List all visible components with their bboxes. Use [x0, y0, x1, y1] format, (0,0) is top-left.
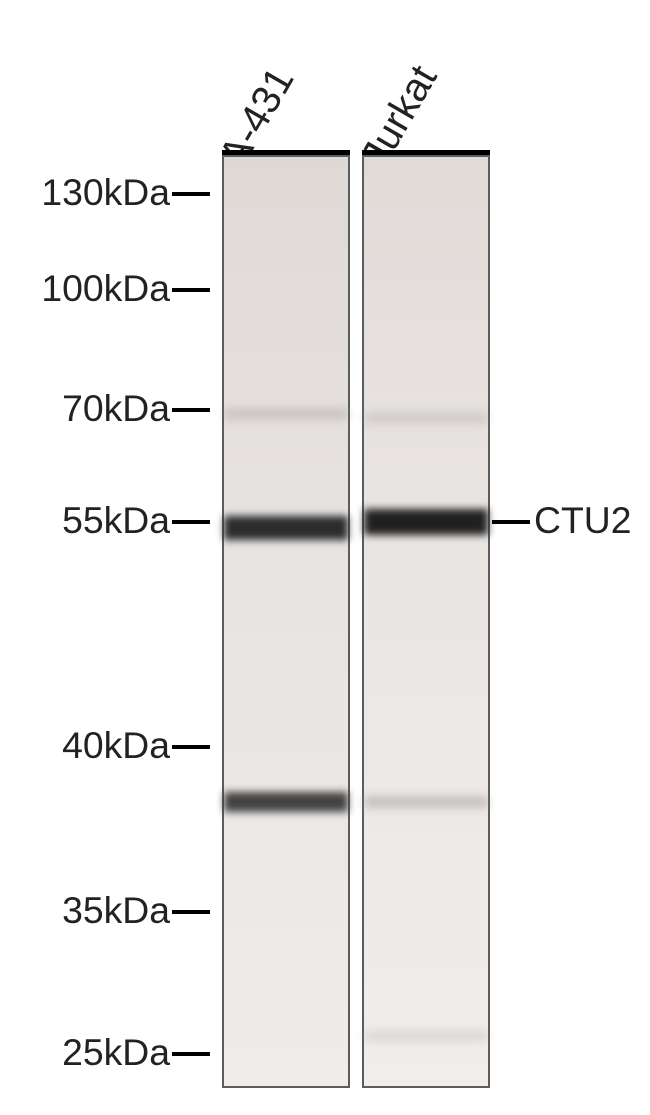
blot-figure: 130kDa100kDa70kDa55kDa40kDa35kDa25kDaA-4… — [0, 0, 650, 1115]
mw-marker-label: 40kDa — [62, 724, 170, 767]
mw-marker-label: 130kDa — [41, 171, 170, 214]
mw-marker-label: 25kDa — [62, 1031, 170, 1074]
blot-lane — [222, 155, 350, 1088]
mw-marker-label: 35kDa — [62, 889, 170, 932]
mw-marker-tick — [172, 910, 210, 914]
mw-marker-label: 55kDa — [62, 499, 170, 542]
blot-band — [364, 1032, 488, 1040]
mw-marker-label: 70kDa — [62, 387, 170, 430]
target-tick — [492, 520, 530, 524]
blot-band — [224, 792, 348, 812]
mw-marker-tick — [172, 745, 210, 749]
blot-lane — [362, 155, 490, 1088]
blot-band — [364, 797, 488, 807]
mw-marker-tick — [172, 288, 210, 292]
blot-band — [364, 509, 488, 535]
mw-marker-label: 100kDa — [41, 267, 170, 310]
mw-marker-tick — [172, 408, 210, 412]
mw-marker-tick — [172, 1052, 210, 1056]
blot-band — [364, 413, 488, 423]
mw-marker-tick — [172, 520, 210, 524]
target-label: CTU2 — [534, 499, 631, 542]
blot-band — [224, 409, 348, 419]
blot-band — [224, 516, 348, 540]
mw-marker-tick — [172, 192, 210, 196]
